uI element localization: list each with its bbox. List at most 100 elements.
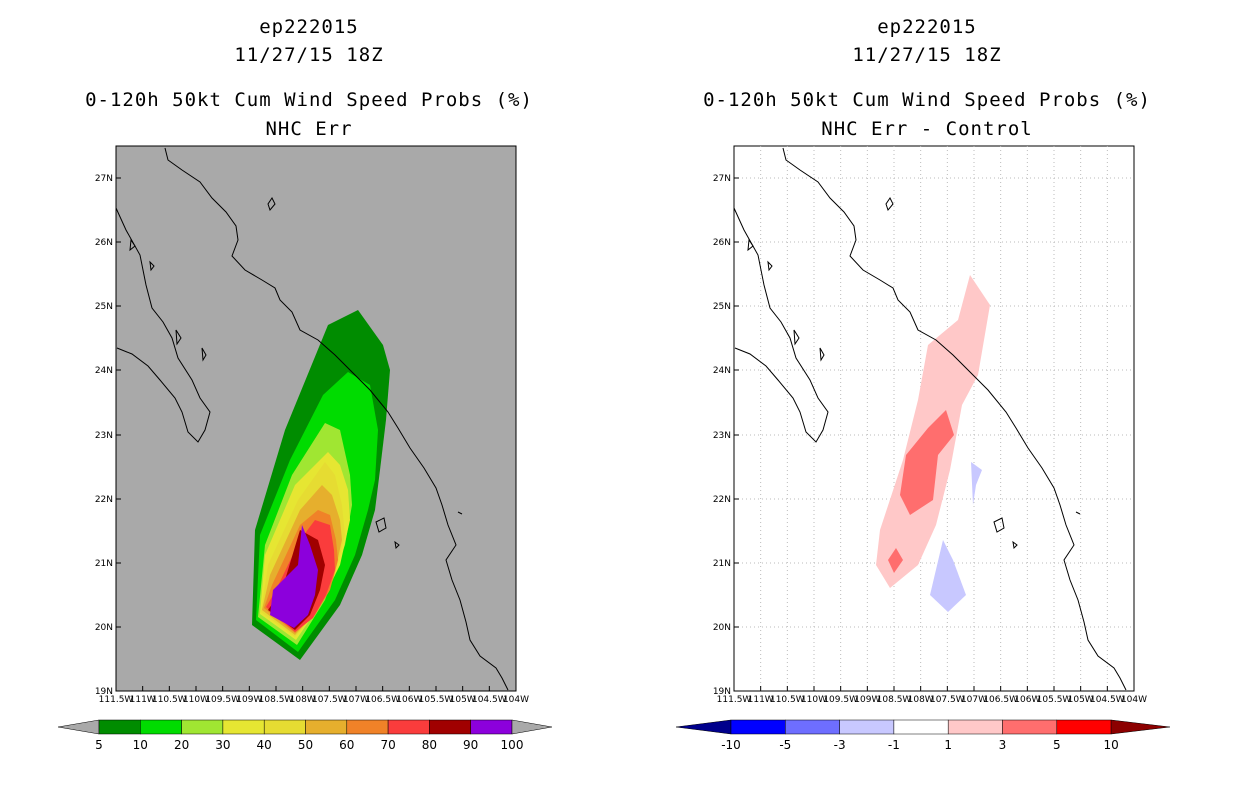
colorbar-label: 60 [339, 738, 354, 752]
colorbar-high-arrow [511, 719, 553, 735]
colorbar-label: -5 [779, 738, 791, 752]
lat-label: 25N [95, 302, 113, 312]
colorbar-label: 90 [463, 738, 478, 752]
colorbar-swatch [947, 719, 1003, 735]
colorbar-label: 1 [944, 738, 952, 752]
colorbar-label: 5 [1053, 738, 1061, 752]
lon-label: 106.5W [365, 695, 400, 705]
lon-label: 109W [854, 695, 880, 705]
colorbar-high-arrow [1110, 719, 1171, 735]
lon-label: 110.5W [770, 695, 805, 705]
colorbar-label: -10 [721, 738, 741, 752]
lon-label: 104.5W [472, 695, 507, 705]
contour-pos-3b [888, 548, 903, 573]
lat-label: 24N [95, 366, 113, 376]
lon-label: 110W [183, 695, 209, 705]
colorbar-label: -1 [888, 738, 900, 752]
panel-subtitle: NHC Err - Control [821, 118, 1033, 140]
lon-label: 105W [1068, 695, 1094, 705]
lon-label: 107W [343, 695, 369, 705]
lat-label: 23N [95, 431, 113, 441]
lat-label: 26N [713, 238, 731, 248]
colorbar-swatch [346, 719, 389, 735]
lon-label: 108.5W [259, 695, 294, 705]
lon-label: 111W [130, 695, 156, 705]
axis-ticks: 27N26N25N24N23N22N21N20N19N111.5W111W110… [95, 174, 529, 705]
colorbar-label: 3 [999, 738, 1007, 752]
colorbar-label: 5 [95, 738, 103, 752]
colorbar-label: 10 [1103, 738, 1118, 752]
lon-label: 107.5W [930, 695, 965, 705]
lat-label: 20N [713, 623, 731, 633]
colorbar-swatch [387, 719, 430, 735]
lat-label: 22N [713, 495, 731, 505]
lon-label: 108W [908, 695, 934, 705]
lat-label: 19N [713, 687, 731, 697]
lon-label: 108W [290, 695, 316, 705]
lon-label: 108.5W [877, 695, 912, 705]
product-title: 0-120h 50kt Cum Wind Speed Probs (%) [85, 89, 533, 111]
colorbar-label: 20 [174, 738, 189, 752]
lon-label: 110W [801, 695, 827, 705]
lon-label: 111W [748, 695, 774, 705]
difference-contours [876, 275, 990, 612]
lon-label: 105W [450, 695, 476, 705]
coastline [733, 147, 1127, 691]
colorbar-label: -3 [834, 738, 846, 752]
lon-label: 111.5W [99, 695, 134, 705]
lon-label: 106W [396, 695, 422, 705]
lat-label: 20N [95, 623, 113, 633]
lat-label: 27N [713, 174, 731, 184]
datetime: 11/27/15 18Z [234, 44, 384, 66]
lat-label: 25N [713, 302, 731, 312]
colorbar-low-arrow [57, 719, 100, 735]
lon-label: 107.5W [312, 695, 347, 705]
lon-label: 104W [1121, 695, 1147, 705]
datetime: 11/27/15 18Z [852, 44, 1002, 66]
colorbar-swatch [785, 719, 840, 735]
difference-map: 27N26N25N24N23N22N21N20N19N111.5W111W110… [675, 145, 1171, 752]
colorbar-label: 100 [501, 738, 524, 752]
storm-id: ep222015 [877, 16, 977, 38]
lon-label: 106.5W [983, 695, 1018, 705]
lat-label: 26N [95, 238, 113, 248]
contour-90 [270, 525, 318, 628]
right-panel: ep222015 11/27/15 18Z 0-120h 50kt Cum Wi… [618, 0, 1236, 800]
lat-label: 24N [713, 366, 731, 376]
product-title: 0-120h 50kt Cum Wind Speed Probs (%) [703, 89, 1151, 111]
colorbar-swatch [470, 719, 513, 735]
colorbar-swatch [98, 719, 141, 735]
lon-label: 106W [1014, 695, 1040, 705]
colorbar-swatch [1002, 719, 1058, 735]
coastline [115, 147, 509, 691]
contour-neg-1 [930, 540, 966, 612]
lat-label: 27N [95, 174, 113, 184]
axis-ticks: 27N26N25N24N23N22N21N20N19N111.5W111W110… [713, 174, 1147, 705]
probability-contours [252, 310, 390, 660]
lat-label: 23N [713, 431, 731, 441]
colorbar-label: 30 [215, 738, 230, 752]
colorbar-swatch [730, 719, 786, 735]
lon-label: 109W [236, 695, 262, 705]
probability-map: 27N26N25N24N23N22N21N20N19N111.5W111W110… [57, 145, 553, 752]
colorbar-swatch [839, 719, 895, 735]
lon-label: 111.5W [717, 695, 752, 705]
colorbar-swatch [893, 719, 949, 735]
lon-label: 104.5W [1090, 695, 1125, 705]
contour-pos-3 [900, 410, 954, 515]
lon-label: 107W [961, 695, 987, 705]
colorbar-swatch [1056, 719, 1112, 735]
colorbar: 5 10 20 30 40 50 60 70 80 90 100 [57, 719, 553, 752]
lat-label: 19N [95, 687, 113, 697]
lon-label: 109.5W [205, 695, 240, 705]
colorbar: -10 -5 -3 -1 1 3 5 10 [675, 719, 1171, 752]
colorbar-swatch [305, 719, 348, 735]
colorbar-swatch [181, 719, 224, 735]
colorbar-low-arrow [675, 719, 732, 735]
colorbar-label: 40 [257, 738, 272, 752]
colorbar-label: 50 [298, 738, 313, 752]
colorbar-swatch [222, 719, 265, 735]
colorbar-swatch [140, 719, 182, 735]
colorbar-label: 10 [133, 738, 148, 752]
lon-label: 109.5W [823, 695, 858, 705]
